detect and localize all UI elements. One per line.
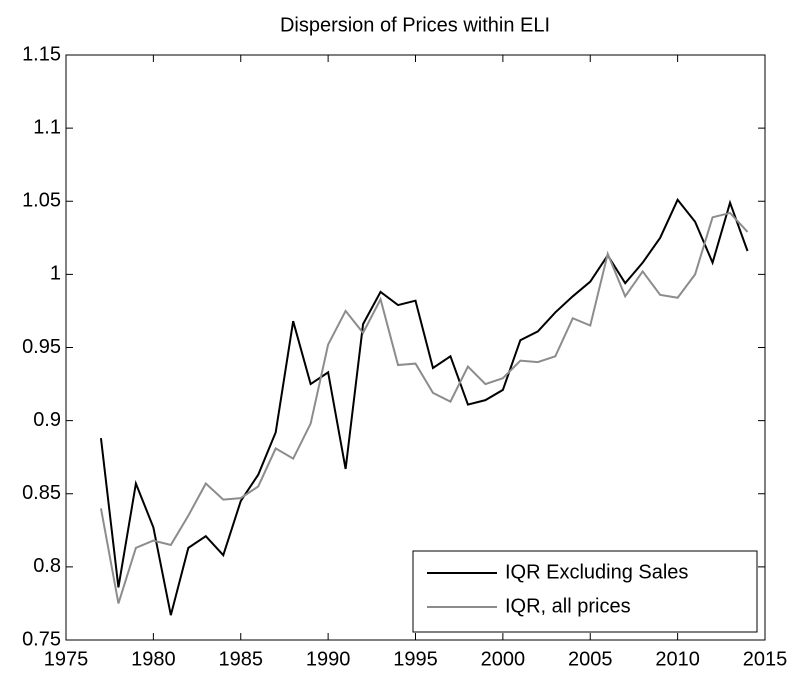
y-tick-label: 1.05 <box>22 190 61 212</box>
x-tick-label: 2000 <box>481 648 526 670</box>
y-tick-label: 1.15 <box>22 43 61 65</box>
y-tick-label: 0.8 <box>33 555 61 577</box>
legend-box <box>412 550 758 633</box>
x-tick-label: 1980 <box>131 648 176 670</box>
y-tick-label: 1.1 <box>33 116 61 138</box>
chart-title: Dispersion of Prices within ELI <box>280 14 550 36</box>
legend-label: IQR, all prices <box>505 595 631 617</box>
x-tick-label: 2010 <box>655 648 700 670</box>
x-tick-label: 1995 <box>393 648 438 670</box>
x-tick-label: 2005 <box>568 648 613 670</box>
y-tick-label: 0.9 <box>33 409 61 431</box>
legend: IQR Excluding Sales IQR, all prices <box>412 550 758 633</box>
y-tick-label: 0.75 <box>22 628 61 650</box>
legend-label: IQR Excluding Sales <box>505 561 688 583</box>
x-tick-label: 2015 <box>743 648 788 670</box>
y-tick-label: 1 <box>50 263 61 285</box>
x-tick-label: 1985 <box>219 648 264 670</box>
y-tick-label: 0.95 <box>22 336 61 358</box>
x-tick-label: 1990 <box>306 648 351 670</box>
line-series <box>99 197 749 616</box>
y-tick-label: 0.85 <box>22 482 61 504</box>
x-tick-label: 1975 <box>44 648 89 670</box>
line-series <box>99 211 749 604</box>
